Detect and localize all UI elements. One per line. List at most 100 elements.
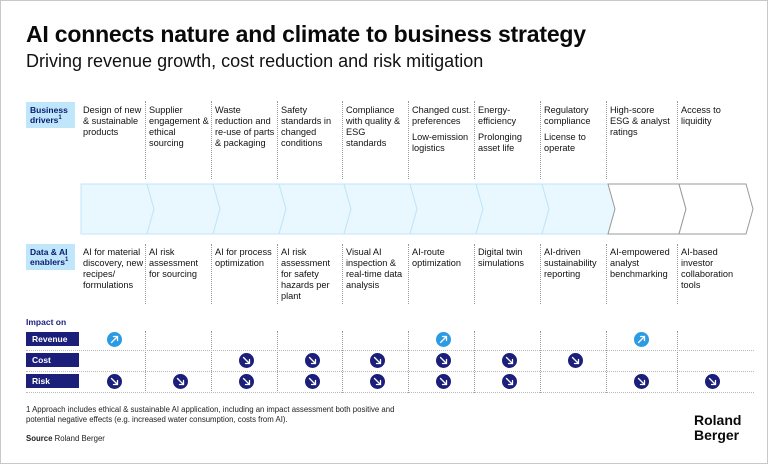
arrow-down-right-icon [305,374,320,389]
column-separator [211,101,212,179]
business-driver-text: Access to liquidity [681,105,721,127]
business-driver: Design of new & sustainable products [83,105,145,138]
impact-label-risk: Risk [26,374,79,388]
business-driver: Access to liquidity [681,105,747,127]
business-drivers-text: Business drivers [30,105,68,126]
business-driver-text: Low-emission logistics [412,132,469,154]
chevron-shape [678,183,754,235]
ai-enabler: AI for process optimization [215,247,272,269]
chevron-shape [146,183,221,235]
column-separator [540,101,541,179]
column-separator [606,244,607,304]
impact-row-divider [26,350,754,351]
chevron-shape [278,183,352,235]
source-text: Roland Berger [54,434,105,443]
chevron-shape [409,183,484,235]
business-driver-text: Design of new & sustainable products [83,105,142,138]
ai-enabler: AI-based investor collaboration tools [681,247,734,291]
column-separator [342,101,343,179]
logo-line-2: Berger [694,427,740,444]
business-driver: Safety standards in changed conditions [281,105,343,149]
business-driver-text: Energy-efficiency [478,105,517,127]
column-separator [277,331,278,393]
footnote-mark: 1 [64,257,69,264]
business-drivers-label: Business drivers1 [26,102,75,129]
business-driver: Regulatory compliance License to operate [544,105,606,154]
business-driver-text: Safety standards in changed conditions [281,105,332,149]
column-separator [474,331,475,393]
ai-enabler: AI-driven sustainability reporting [544,247,597,280]
arrow-down-right-icon [705,374,720,389]
business-driver: Energy-efficiency Prolonging asset life [478,105,540,154]
column-separator [408,101,409,179]
impact-row-divider [26,371,754,372]
arrow-down-right-icon [502,353,517,368]
chevron-shape [475,183,550,235]
logo-line-1: Roland [694,412,742,428]
column-separator [540,244,541,304]
arrow-down-right-icon [568,353,583,368]
column-separator [408,244,409,304]
business-driver-text: Prolonging asset life [478,132,522,154]
column-separator [606,331,607,393]
impact-title: Impact on [26,317,67,327]
chevron-shape [80,183,155,235]
ai-enablers-text: Data & AI enablers [30,247,68,268]
chevron-shape [212,183,287,235]
arrow-down-right-icon [173,374,188,389]
ai-enabler: AI risk assessment for sourcing [149,247,199,280]
business-driver-text: High-score ESG & analyst ratings [610,105,670,138]
source-label: Source [26,434,53,443]
arrow-down-right-icon [305,353,320,368]
roland-berger-logo: Roland Berger [694,412,742,444]
arrow-up-right-icon [634,332,649,347]
business-driver-text: Changed cust. preferences [412,105,472,127]
business-driver-text: Regulatory compliance [544,105,591,127]
business-driver-text: Compliance with quality & ESG standards [346,105,401,149]
column-separator [408,331,409,393]
arrow-down-right-icon [107,374,122,389]
column-separator [474,101,475,179]
column-separator [677,244,678,304]
column-separator [606,101,607,179]
source-line: Source Roland Berger [26,434,105,443]
column-separator [211,331,212,393]
ai-enabler: AI for material discovery, new recipes/ … [83,247,144,291]
business-driver: Waste reduction and re-use of parts & pa… [215,105,277,149]
arrow-up-right-icon [107,332,122,347]
column-separator [277,244,278,304]
column-separator [277,101,278,179]
column-separator [211,244,212,304]
business-driver: Supplier engagement & ethical sourcing [149,105,211,149]
arrow-down-right-icon [436,374,451,389]
column-separator [145,244,146,304]
ai-enabler: AI-route optimization [412,247,462,269]
column-separator [342,331,343,393]
arrow-down-right-icon [239,374,254,389]
chevron-shape [541,183,616,235]
ai-enabler: AI risk assessment for safety hazards pe… [281,247,331,302]
business-driver-text: Waste reduction and re-use of parts & pa… [215,105,275,149]
impact-label-cost: Cost [26,353,79,367]
column-separator [677,331,678,393]
column-separator [145,331,146,393]
arrow-down-right-icon [502,374,517,389]
ai-enabler: Digital twin simulations [478,247,524,269]
column-separator [677,101,678,179]
column-separator [342,244,343,304]
page-subtitle: Driving revenue growth, cost reduction a… [26,51,484,71]
column-separator [474,244,475,304]
arrow-up-right-icon [436,332,451,347]
column-separator [145,101,146,179]
page-title: AI connects nature and climate to busine… [26,21,586,47]
footnote-mark: 1 [58,115,62,122]
chevron-shape [343,183,418,235]
ai-enabler: AI-empowered analyst benchmarking [610,247,670,280]
column-separator [540,331,541,393]
business-driver: Changed cust. preferences Low-emission lo… [412,105,474,154]
value-chain-chevrons [80,183,754,235]
business-driver: Compliance with quality & ESG standards [346,105,408,149]
arrow-down-right-icon [239,353,254,368]
footnote: 1 Approach includes ethical & sustainabl… [26,405,395,424]
